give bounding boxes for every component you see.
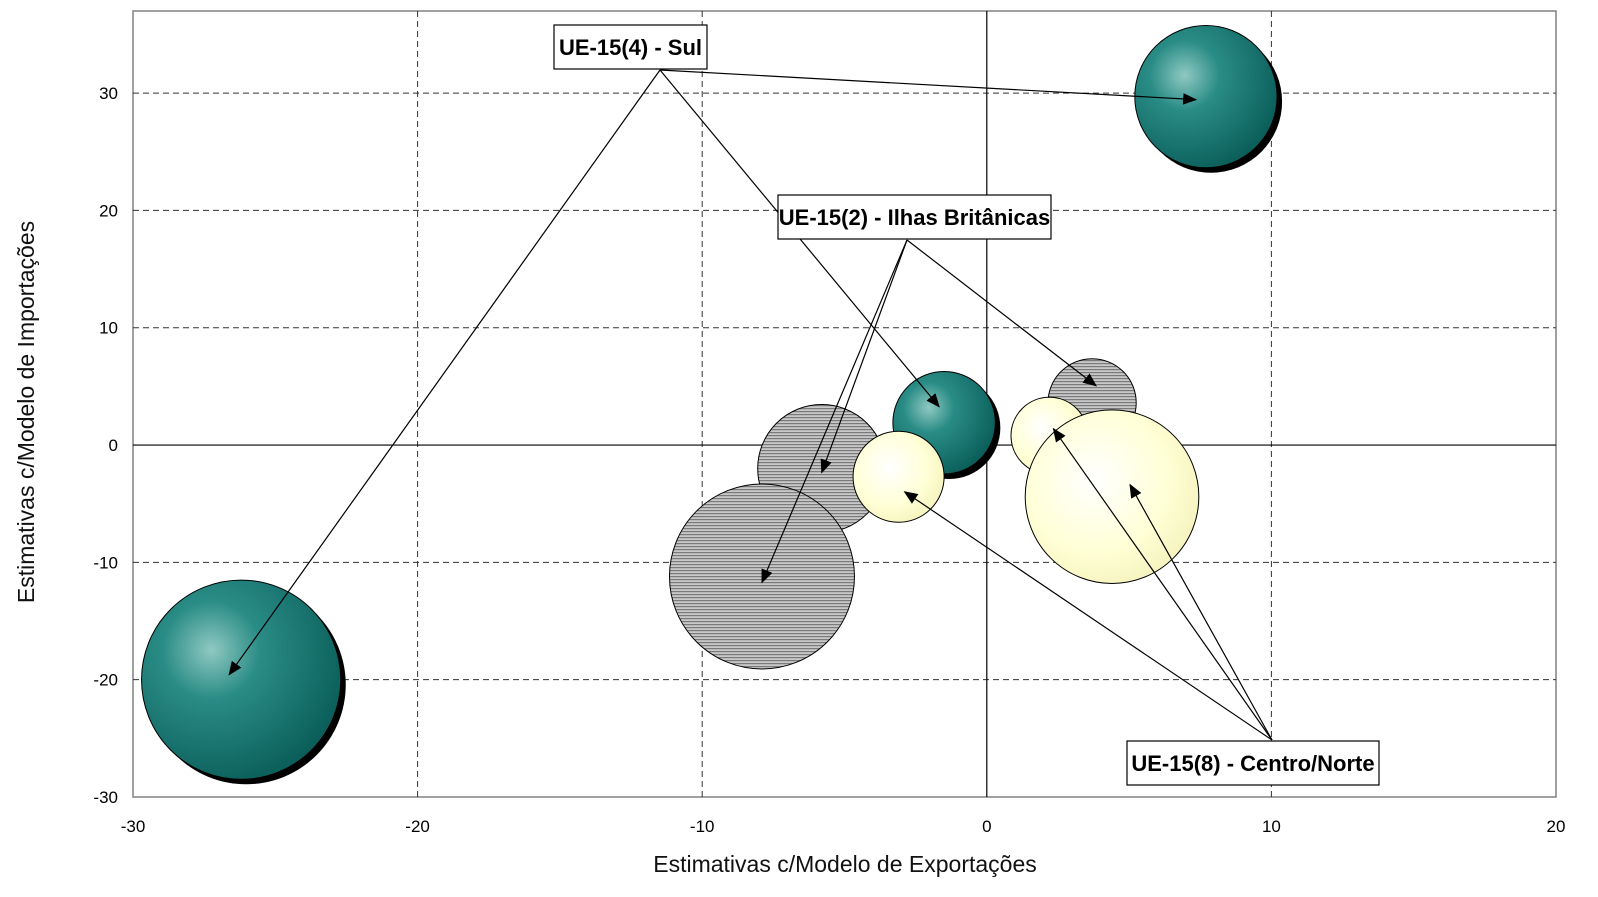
bubbles: [141, 24, 1283, 785]
callout-arrow: [820, 239, 908, 474]
y-tick-label: -30: [93, 788, 118, 807]
bubble-centro-norte: [852, 430, 945, 523]
callout-arrow: [1052, 427, 1273, 741]
y-tick-label: 20: [99, 201, 118, 220]
bubble-sul: [141, 579, 342, 780]
callouts: UE-15(4) - Sul UE-15(2) - Ilhas Britânica…: [553, 24, 1380, 786]
callout-arrow: [903, 491, 1273, 741]
x-tick-label: 10: [1262, 817, 1281, 836]
callout-arrow: [761, 239, 908, 584]
bubble-ilhas-britanicas: [668, 483, 855, 670]
callout-arrow: [228, 69, 661, 676]
callout-arrow: [906, 239, 1098, 387]
callout-arrow: [1129, 483, 1273, 741]
tick-labels: -30 -20 -10 0 10 20 30 20 10 0 -10 -20 -30: [93, 84, 1565, 836]
y-tick-label: 0: [109, 436, 118, 455]
callout-label: UE-15(4) - Sul: [559, 35, 702, 60]
x-tick-label: 0: [982, 817, 991, 836]
x-tick-label: -10: [690, 817, 715, 836]
bubble-centro-norte: [1024, 409, 1200, 584]
x-axis-title: Estimativas c/Modelo de Exportações: [653, 851, 1037, 877]
grid: [132, 10, 1557, 798]
y-tick-label: -10: [93, 553, 118, 572]
callout-box: [553, 24, 708, 70]
callout-box: [777, 194, 1052, 240]
callout-arrow: [659, 69, 1198, 105]
callout-box: [1126, 740, 1380, 786]
x-tick-label: 20: [1547, 817, 1566, 836]
callout-label: UE-15(2) - Ilhas Britânicas: [779, 205, 1050, 230]
callout-arrows: [228, 69, 1273, 741]
y-tick-label: -20: [93, 671, 118, 690]
plot-frame: [132, 10, 1557, 798]
x-tick-label: -30: [121, 817, 146, 836]
y-tick-label: 10: [99, 319, 118, 338]
callout-label: UE-15(8) - Centro/Norte: [1131, 751, 1374, 776]
y-axis-title: Estimativas c/Modelo de Importações: [13, 221, 39, 603]
bubble-sul: [1134, 24, 1278, 169]
y-tick-label: 30: [99, 84, 118, 103]
x-tick-label: -20: [405, 817, 430, 836]
